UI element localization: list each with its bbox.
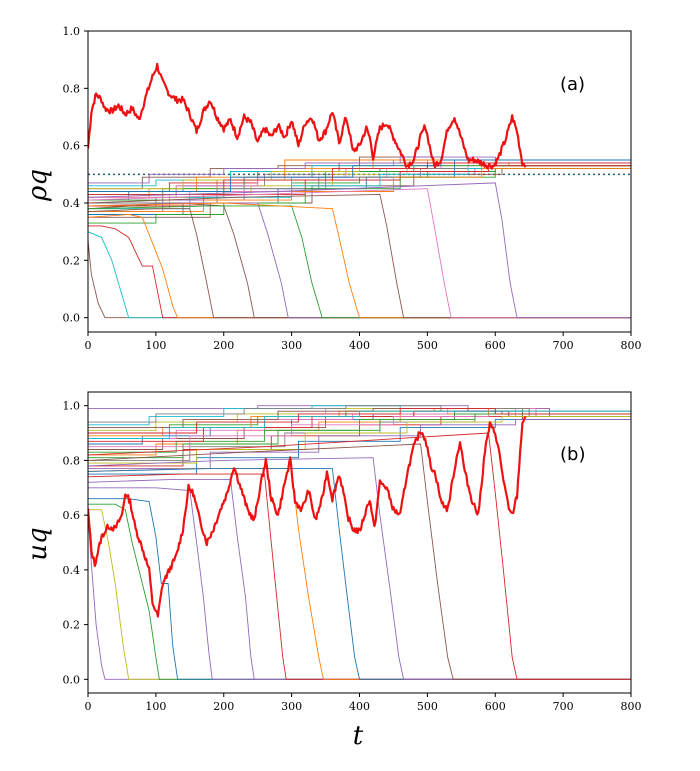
series-line [88,407,631,434]
declining-series-line [88,225,631,319]
x-tick-label: 700 [553,339,574,352]
y-tick-label: 0.4 [63,197,81,210]
panel-a-x-ticks: 0 100 200 300 400 500 600 700 800 [85,332,642,352]
y-tick-label: 0.2 [63,254,81,267]
declining-series-line [88,193,631,319]
declining-series-line [88,202,631,319]
y-tick-label: 0.2 [63,619,81,632]
y-tick-label: 0.4 [63,564,81,577]
declining-series-line [88,503,631,680]
x-tick-label: 600 [485,700,506,713]
series-line [88,416,631,464]
panel-b: 0 100 200 300 400 500 600 700 800 0.00.20.40.60.… [23,391,642,751]
y-tick-label: 1.0 [63,400,81,413]
panel-b-label: (b) [560,444,585,465]
series-line [88,168,631,218]
y-tick-label: 1.0 [63,25,81,38]
x-tick-label: 700 [553,700,574,713]
declining-series-line [88,468,631,680]
x-tick-label: 0 [85,700,92,713]
panel-b-lines [88,405,631,680]
y-tick-label: 0.8 [63,454,81,467]
declining-series-line [88,182,631,319]
declining-series-line [88,443,631,680]
declining-series-line [88,509,631,680]
highlight-series-line [88,415,527,618]
declining-series-line [88,205,631,319]
x-tick-label: 400 [349,700,370,713]
declining-series-line [88,188,631,319]
panel-a: 0 100 200 300 400 500 600 700 800 0.00.20.40.60.… [23,25,642,352]
declining-series-line [88,457,631,680]
panel-b-x-ticks: 0 100 200 300 400 500 600 700 800 [85,693,642,713]
x-axis-label: t [353,721,364,751]
declining-series-line [88,208,631,319]
series-line [88,168,631,213]
declining-series-line [88,498,631,680]
y-tick-label: 0.0 [63,673,81,686]
panel-a-lines [88,62,631,319]
declining-series-line [88,240,631,319]
declining-series-line [88,231,631,319]
x-tick-label: 100 [145,700,166,713]
x-tick-label: 800 [621,700,642,713]
x-tick-label: 500 [417,700,438,713]
declining-series-line [88,432,631,680]
x-tick-label: 200 [213,339,234,352]
series-line [88,159,631,192]
y-tick-label: 0.8 [63,82,81,95]
declining-series-line [88,487,631,680]
y-tick-label: 0.0 [63,312,81,325]
x-tick-label: 0 [85,339,92,352]
series-line [88,418,631,470]
series-line [88,168,631,204]
declining-series-line [88,214,631,319]
panel-b-y-axis-label: uq [23,527,53,560]
x-tick-label: 400 [349,339,370,352]
y-tick-label: 0.6 [63,140,81,153]
panel-a-label: (a) [560,74,585,95]
declining-series-line [88,479,631,680]
series-line [88,162,631,195]
x-tick-label: 300 [281,339,302,352]
panel-b-y-ticks: 0.0 0.2 0.4 0.6 0.8 1.0 [63,400,88,686]
declining-series-line [88,473,631,680]
x-tick-label: 800 [621,339,642,352]
x-tick-label: 500 [417,339,438,352]
x-tick-label: 200 [213,700,234,713]
panel-a-y-ticks: 0.0 0.2 0.4 0.6 0.8 1.0 [63,25,88,325]
highlight-series-line [88,62,527,170]
declining-series-line [88,468,631,680]
declining-series-line [88,202,631,319]
x-tick-label: 100 [145,339,166,352]
y-tick-label: 0.6 [63,509,81,522]
series-line [88,405,631,418]
x-tick-label: 600 [485,339,506,352]
panel-a-y-axis-label: ρq [23,169,53,202]
declining-series-line [88,202,631,319]
x-tick-label: 300 [281,700,302,713]
